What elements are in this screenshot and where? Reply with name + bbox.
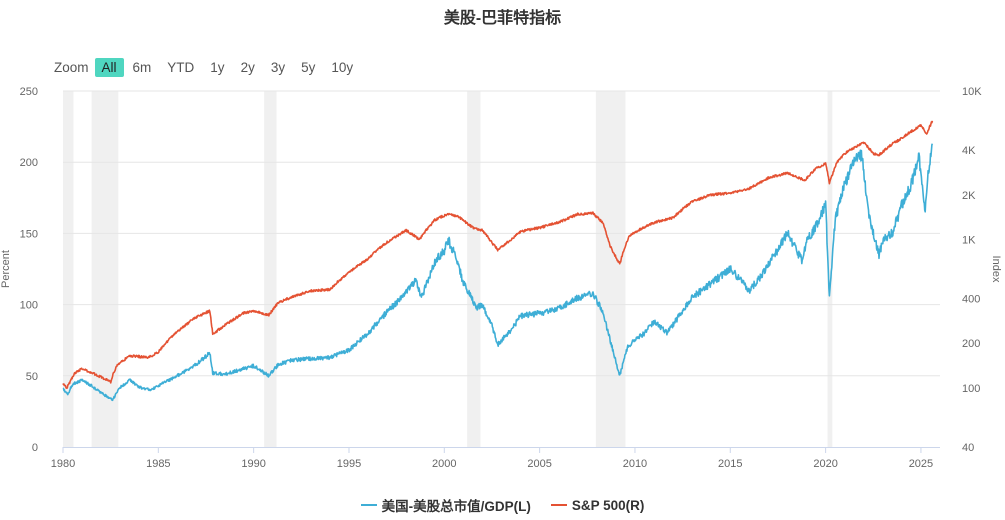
zoom-button-6m[interactable]: 6m xyxy=(132,59,152,75)
zoom-button-ytd[interactable]: YTD xyxy=(167,59,195,75)
zoom-button-5y[interactable]: 5y xyxy=(301,59,316,75)
zoom-button-10y[interactable]: 10y xyxy=(331,59,354,75)
y-right-tick-label: 4K xyxy=(962,145,976,157)
legend-swatch-sp500 xyxy=(550,504,567,506)
recession-band-1 xyxy=(91,91,119,447)
x-tick-label: 1995 xyxy=(337,458,361,470)
y-right-tick-label: 1K xyxy=(962,234,976,246)
y-left-tick-label: 150 xyxy=(20,228,38,240)
legend-label-sp500: S&P 500(R) xyxy=(571,497,645,513)
y-axis-label-left: Percent xyxy=(0,250,12,288)
zoom-button-all[interactable]: All xyxy=(94,57,124,77)
zoom-button-2y[interactable]: 2y xyxy=(240,59,255,75)
y-left-tick-label: 250 xyxy=(20,86,38,98)
recession-band-4 xyxy=(595,91,626,447)
y-right-tick-label: 10K xyxy=(962,86,982,98)
x-tick-label: 2025 xyxy=(909,458,933,470)
legend-item-buffett[interactable]: 美国-美股总市值/GDP(L) xyxy=(360,495,531,515)
x-tick-label: 2015 xyxy=(718,458,742,470)
y-right-tick-label: 2K xyxy=(962,190,976,202)
y-left-tick-label: 200 xyxy=(20,157,38,169)
right-axis-ticks: 40 100 200 400 1K 2K 4K 10K xyxy=(962,86,982,454)
recession-band-2 xyxy=(264,91,277,447)
y-axis-label-right: Index xyxy=(990,256,1002,283)
x-tick-label: 1990 xyxy=(241,458,265,470)
zoom-label: Zoom xyxy=(54,59,89,75)
series-lines xyxy=(62,120,934,402)
chart-title: 美股-巴菲特指标 xyxy=(443,10,562,27)
left-axis-ticks: 0 50 100 150 200 250 xyxy=(20,86,38,454)
y-right-tick-label: 200 xyxy=(962,338,980,350)
gridlines xyxy=(63,90,940,377)
series-line-buffett xyxy=(62,143,934,402)
recession-band-0 xyxy=(63,91,74,447)
x-tick-label: 1985 xyxy=(146,458,170,470)
x-tick-label: 1980 xyxy=(51,458,75,470)
y-right-tick-label: 400 xyxy=(962,294,980,306)
zoom-range-selector: Zoom All 6m YTD 1y 2y 3y 5y 10y xyxy=(54,56,362,78)
legend-swatch-buffett xyxy=(360,504,377,506)
series-line-sp500 xyxy=(62,120,934,390)
x-axis-ticks: 1980 1985 1990 1995 2000 2005 2010 2015 2020 2025 xyxy=(51,447,933,470)
x-tick-label: 2005 xyxy=(527,458,551,470)
y-right-tick-label: 40 xyxy=(962,442,974,454)
zoom-button-1y[interactable]: 1y xyxy=(210,59,225,75)
legend: 美国-美股总市值/GDP(L) S&P 500(R) xyxy=(0,495,1005,515)
y-left-tick-label: 50 xyxy=(26,371,38,383)
recession-band-5 xyxy=(827,91,833,447)
recession-band-3 xyxy=(467,91,481,447)
x-tick-label: 2000 xyxy=(432,458,456,470)
recession-bands xyxy=(63,91,833,447)
y-left-tick-label: 0 xyxy=(32,442,38,454)
x-tick-label: 2010 xyxy=(623,458,647,470)
y-right-tick-label: 100 xyxy=(962,383,980,395)
legend-label-buffett: 美国-美股总市值/GDP(L) xyxy=(381,499,531,514)
x-tick-label: 2020 xyxy=(813,458,837,470)
y-left-tick-label: 100 xyxy=(20,300,38,312)
legend-item-sp500[interactable]: S&P 500(R) xyxy=(550,497,645,513)
zoom-button-3y[interactable]: 3y xyxy=(270,59,286,75)
